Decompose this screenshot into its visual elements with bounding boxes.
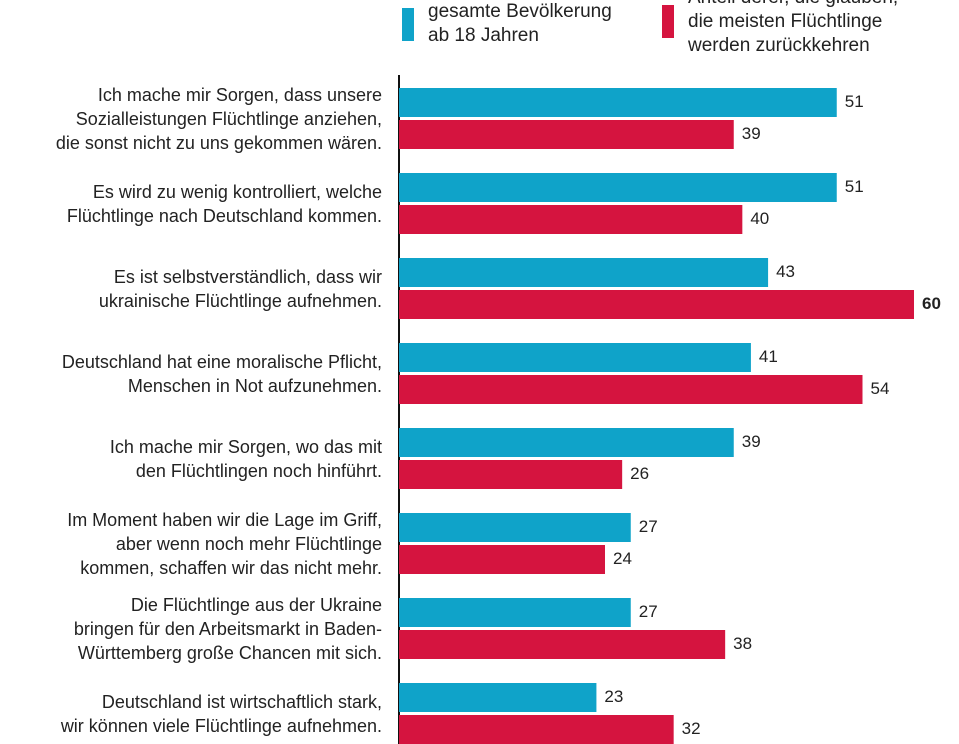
bar [399, 120, 734, 149]
category-label: Ich mache mir Sorgen, wo das mit den Flü… [109, 436, 382, 481]
bar [399, 205, 743, 234]
legend-swatch [662, 5, 674, 38]
legend-label: gesamte Bevölkerung ab 18 Jahren [428, 1, 612, 46]
bar [399, 343, 751, 372]
value-label: 23 [604, 687, 623, 706]
bar [399, 683, 597, 712]
value-label: 40 [750, 209, 769, 228]
value-label: 51 [845, 177, 864, 196]
bar [399, 715, 674, 744]
value-label: 43 [776, 262, 795, 281]
category-label: Deutschland ist wirtschaftlich stark, wi… [60, 691, 382, 736]
value-label: 41 [759, 347, 778, 366]
category-label: Die Flüchtlinge aus der Ukraine bringen … [73, 594, 382, 663]
bar [399, 545, 605, 574]
value-label: 39 [742, 432, 761, 451]
bar [399, 630, 726, 659]
value-label: 51 [845, 92, 864, 111]
value-label: 27 [639, 517, 658, 536]
category-label: Es ist selbstverständlich, dass wir ukra… [98, 266, 382, 311]
value-label: 54 [871, 379, 890, 398]
legend-swatch [402, 8, 414, 41]
bar [399, 290, 914, 319]
bar [399, 428, 734, 457]
bar [399, 513, 631, 542]
value-label: 60 [922, 294, 941, 313]
bar [399, 460, 623, 489]
bar [399, 173, 837, 202]
category-label: Deutschland hat eine moralische Pflicht,… [61, 351, 382, 396]
value-label: 24 [613, 549, 632, 568]
category-label: Im Moment haben wir die Lage im Griff, a… [67, 509, 382, 578]
value-label: 39 [742, 124, 761, 143]
bar [399, 258, 769, 287]
legend-label: Anteil derer, die glauben, die meisten F… [688, 0, 898, 56]
value-label: 32 [682, 719, 701, 738]
value-label: 38 [733, 634, 752, 653]
value-label: 26 [630, 464, 649, 483]
category-label: Es wird zu wenig kontrolliert, welche Fl… [66, 181, 382, 226]
category-label: Ich mache mir Sorgen, dass unsere Sozial… [55, 84, 382, 153]
bar [399, 598, 631, 627]
value-label: 27 [639, 602, 658, 621]
bar [399, 88, 837, 117]
bar [399, 375, 863, 404]
